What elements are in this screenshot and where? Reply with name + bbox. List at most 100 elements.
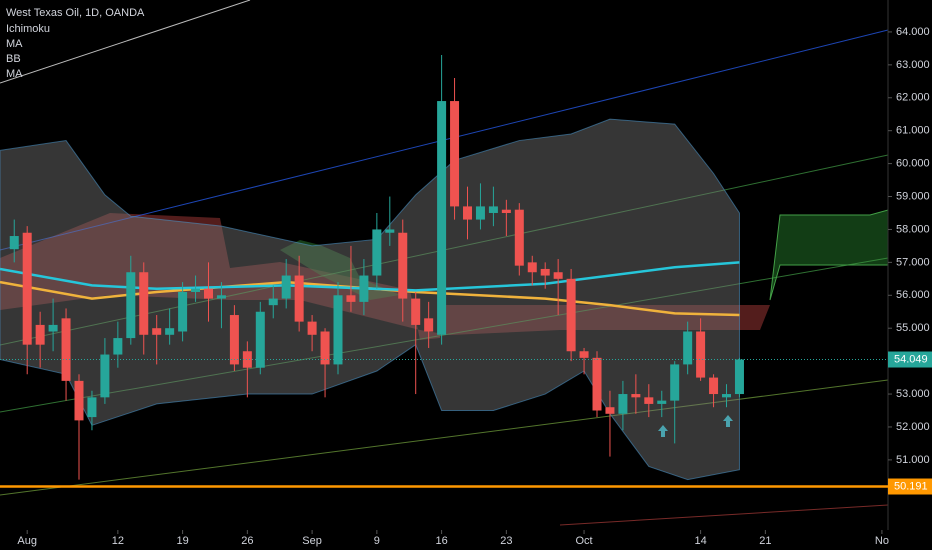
x-tick-label: 23 (500, 535, 512, 547)
ichimoku-cloud (280, 240, 400, 300)
x-tick-label: Sep (302, 535, 322, 547)
candle-body (722, 394, 732, 398)
y-tick-label: 57.000 (896, 256, 930, 268)
x-tick-label: 21 (759, 535, 771, 547)
x-tick-label: 16 (435, 535, 447, 547)
candle-body (631, 394, 641, 398)
candle-body (540, 268, 550, 276)
indicator-label: MA (6, 38, 23, 50)
candle-body (139, 272, 149, 335)
indicator-label: MA (6, 68, 23, 80)
candle-body (87, 397, 97, 418)
candle-body (203, 288, 213, 299)
candle-body (372, 229, 382, 276)
candle-body (320, 331, 330, 365)
candle-body (242, 351, 252, 368)
price-label: 50.191 (894, 480, 928, 492)
candle-body (191, 288, 201, 292)
candle-body (592, 357, 602, 411)
candle-body (579, 351, 589, 358)
x-tick-label: 26 (241, 535, 253, 547)
candle-body (657, 400, 667, 404)
candle-body (22, 232, 32, 345)
indicator-label: Ichimoku (6, 23, 50, 35)
signal-arrow (723, 415, 733, 427)
candle-body (709, 377, 719, 395)
y-tick-label: 52.000 (896, 421, 930, 433)
y-tick-label: 61.000 (896, 125, 930, 137)
trend-line (0, 379, 889, 496)
candle-body (385, 229, 395, 233)
x-tick-label: No (875, 535, 889, 547)
x-tick-label: Oct (575, 535, 592, 547)
candle-body (450, 101, 460, 207)
y-tick-label: 63.000 (896, 59, 930, 71)
y-tick-label: 55.000 (896, 322, 930, 334)
candle-body (255, 311, 265, 368)
candle-body (268, 298, 278, 306)
candle-body (488, 206, 498, 213)
candle-body (346, 295, 356, 302)
candle-body (113, 338, 123, 355)
candle-body (553, 272, 563, 279)
x-tick-label: 19 (176, 535, 188, 547)
candle-body (294, 275, 304, 322)
candle-body (398, 232, 408, 299)
candle-body (424, 318, 434, 332)
price-label-box (888, 478, 932, 495)
candle-body (307, 321, 317, 335)
x-tick-label: Aug (17, 535, 37, 547)
x-tick-label: 12 (112, 535, 124, 547)
indicator-label: BB (6, 53, 21, 65)
candle-body (734, 359, 744, 395)
signal-arrow (658, 425, 668, 437)
candle-body (178, 291, 188, 332)
x-tick-label: 9 (374, 535, 380, 547)
trend-line (559, 504, 889, 526)
decorations (0, 0, 889, 530)
price-label: 54.049 (894, 353, 928, 365)
y-tick-label: 56.000 (896, 289, 930, 301)
candle-body (61, 318, 71, 381)
candle-body (463, 206, 473, 220)
y-tick-label: 58.000 (896, 223, 930, 235)
candle-body (696, 331, 706, 378)
candle-body (437, 101, 447, 335)
y-tick-label: 62.000 (896, 92, 930, 104)
candle-body (411, 298, 421, 325)
candle-body (670, 364, 680, 401)
candle-body (74, 380, 84, 421)
candle-body (216, 295, 226, 299)
candle-body (527, 262, 537, 273)
candle-body (618, 394, 628, 414)
trend-line (0, 0, 251, 84)
candle-body (229, 315, 239, 365)
candle-body (126, 272, 136, 339)
chart-title: West Texas Oil, 1D, OANDA (6, 7, 145, 19)
y-tick-label: 53.000 (896, 388, 930, 400)
candle-body (501, 209, 511, 213)
candle-body (152, 328, 162, 335)
candle-body (333, 295, 343, 365)
candle-body (514, 209, 524, 266)
ichimoku-cloud (0, 213, 770, 340)
candle-body (165, 328, 175, 335)
price-label-box (888, 351, 932, 368)
trend-line (0, 257, 889, 413)
candle-body (281, 275, 291, 299)
candle-body (644, 397, 654, 404)
y-tick-label: 64.000 (896, 26, 930, 38)
bb-fill (0, 118, 740, 481)
candle-body (605, 407, 615, 414)
candle-body (475, 206, 485, 220)
candle-body (35, 324, 45, 345)
candle-body (683, 331, 693, 365)
candle-body (566, 278, 576, 352)
x-tick-label: 14 (694, 535, 706, 547)
y-tick-label: 60.000 (896, 158, 930, 170)
y-tick-label: 51.000 (896, 454, 930, 466)
candle-body (359, 275, 369, 302)
y-tick-label: 59.000 (896, 190, 930, 202)
candle-body (48, 324, 58, 332)
